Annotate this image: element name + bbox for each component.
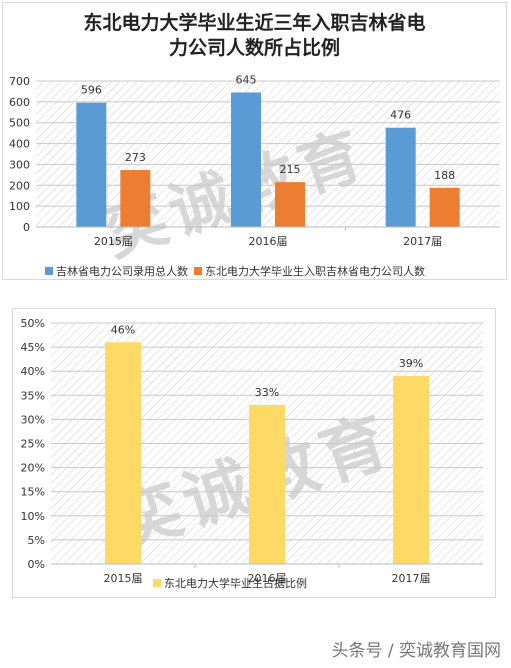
legend-item-1: 东北电力大学毕业生占据比例 xyxy=(153,575,307,591)
x-tick-label: 2016届 xyxy=(248,572,287,585)
legend-swatch-1 xyxy=(45,267,53,275)
x-tick-label: 2015届 xyxy=(94,235,133,248)
data-label: 188 xyxy=(434,169,455,182)
footer-credit: 头条号 / 奕诚教育国网 xyxy=(331,641,501,661)
y-tick-label: 40% xyxy=(21,365,45,378)
bar-chart-ratio: 0% 5% 10% 15% 20% 25% 30% 35% 40% 45% 50% 2015届 2016… xyxy=(21,317,483,585)
legend: 吉林省电力公司录用总人数 东北电力大学毕业生入职吉林省电力公司人数 xyxy=(45,263,431,279)
data-label: 46% xyxy=(111,323,135,336)
chart-title: 东北电力大学毕业生近三年入职吉林省电 力公司人数所占比例 xyxy=(3,11,506,61)
y-tick-label: 20% xyxy=(21,462,45,475)
bar-2 xyxy=(429,187,460,227)
legend-label-1: 东北电力大学毕业生占据比例 xyxy=(164,577,307,590)
bar-1 xyxy=(249,404,285,564)
y-tick-label: 700 xyxy=(9,75,30,88)
legend-swatch-1 xyxy=(153,579,161,587)
plot-area-background xyxy=(36,81,500,227)
data-label: 476 xyxy=(390,109,411,122)
y-tick-label: 10% xyxy=(21,510,45,523)
chart-title-line-2: 力公司人数所占比例 xyxy=(168,37,340,59)
chart-panel-top: 东北电力大学毕业生近三年入职吉林省电 力公司人数所占比例 奕诚教育 010020… xyxy=(2,2,507,280)
y-tick-label: 600 xyxy=(9,96,30,109)
y-tick-label: 100 xyxy=(9,200,30,213)
y-tick-label: 25% xyxy=(21,438,45,451)
bar-1 xyxy=(393,376,429,564)
legend-item-1: 吉林省电力公司录用总人数 xyxy=(45,263,188,279)
x-tick-label: 2017届 xyxy=(392,572,431,585)
data-label: 215 xyxy=(280,163,301,176)
legend-item-2: 东北电力大学毕业生入职吉林省电力公司人数 xyxy=(194,263,425,279)
bar-2 xyxy=(275,182,305,227)
bar-2 xyxy=(120,170,151,227)
data-label: 596 xyxy=(81,84,102,97)
y-tick-label: 45% xyxy=(21,341,45,354)
data-label: 39% xyxy=(399,357,423,370)
y-tick-label: 0 xyxy=(23,221,30,234)
bar-1 xyxy=(385,127,416,227)
bar-1 xyxy=(105,342,141,564)
chart-panel-bottom: 奕诚教育 0%5%10%15%20%25%30%35%40%45%50%2015… xyxy=(12,308,496,598)
y-tick-label: 50% xyxy=(21,317,45,330)
x-tick-label: 2017届 xyxy=(403,235,442,248)
x-tick-label: 2015届 xyxy=(104,572,143,585)
legend: 东北电力大学毕业生占据比例 xyxy=(153,575,313,591)
chart-title-line-1: 东北电力大学毕业生近三年入职吉林省电 xyxy=(83,12,426,34)
bar-1 xyxy=(231,92,261,227)
data-label: 273 xyxy=(125,151,146,164)
legend-label-2: 东北电力大学毕业生入职吉林省电力公司人数 xyxy=(205,265,425,278)
data-label: 645 xyxy=(236,73,257,86)
y-tick-label: 300 xyxy=(9,158,30,171)
legend-swatch-2 xyxy=(194,267,202,275)
legend-label-1: 吉林省电力公司录用总人数 xyxy=(56,265,188,278)
bar-1 xyxy=(76,102,107,227)
data-label: 33% xyxy=(255,386,279,399)
y-tick-label: 400 xyxy=(9,138,30,151)
y-tick-label: 200 xyxy=(9,179,30,192)
y-tick-label: 0% xyxy=(28,558,45,571)
y-tick-label: 500 xyxy=(9,117,30,130)
y-tick-label: 35% xyxy=(21,389,45,402)
y-tick-label: 15% xyxy=(21,486,45,499)
y-tick-label: 30% xyxy=(21,413,45,426)
y-tick-label: 5% xyxy=(28,534,45,547)
bar-chart-counts: 0 100 200 300 400 500 600 700 2015届 2016届 2017届 596… xyxy=(9,73,500,248)
x-tick-label: 2016届 xyxy=(249,235,288,248)
